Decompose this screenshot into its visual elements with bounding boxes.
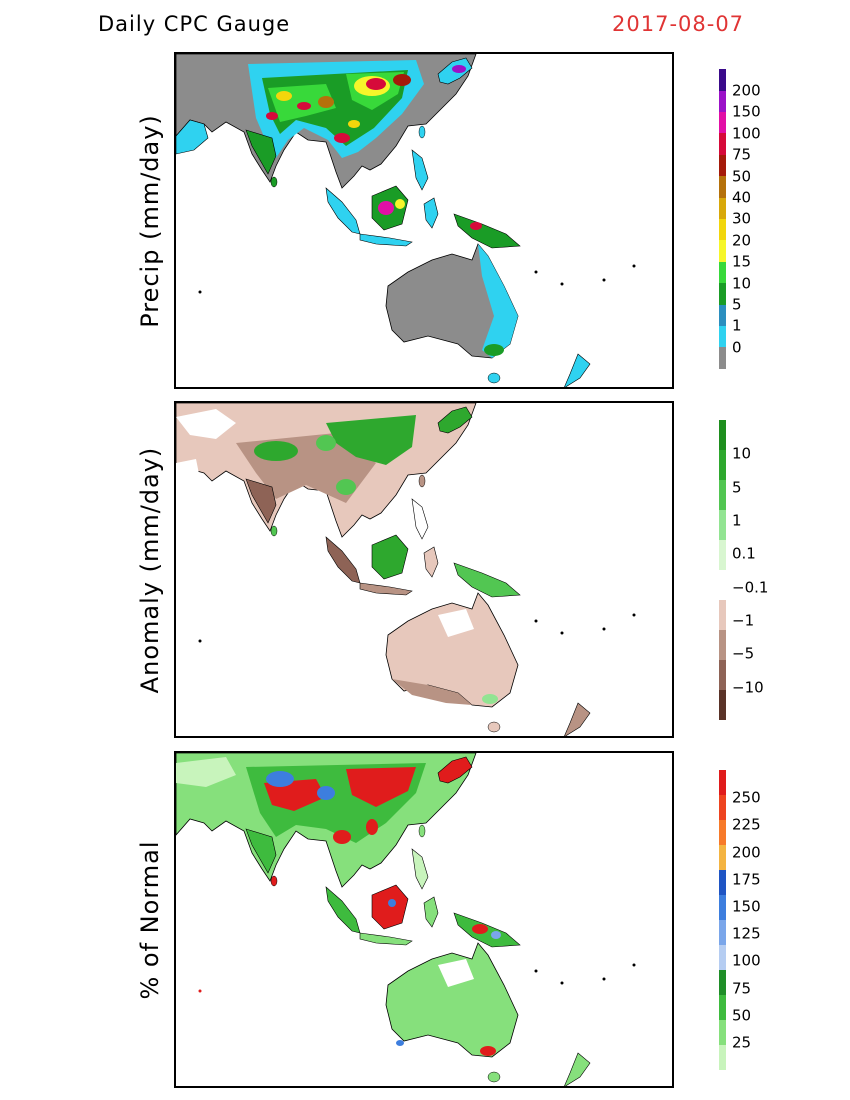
cbar-seg — [719, 420, 726, 450]
cbar-seg — [719, 570, 726, 600]
cbar-seg — [719, 176, 726, 198]
cbar-label: 200 — [732, 843, 761, 862]
cbar-label: 75 — [732, 979, 752, 998]
percent-normal-colorbar — [719, 770, 726, 1070]
cbar-seg — [719, 510, 726, 540]
cbar-seg — [719, 198, 726, 219]
cbar-seg — [719, 283, 726, 305]
cbar-label: 20 — [732, 231, 752, 250]
cbar-seg — [719, 112, 726, 133]
cbar-seg — [719, 600, 726, 630]
cbar-seg — [719, 795, 726, 820]
percent-normal-axis-label: % of Normal — [136, 840, 164, 1000]
cbar-seg — [719, 995, 726, 1020]
cbar-seg — [719, 91, 726, 112]
cbar-label: 225 — [732, 815, 761, 834]
cbar-seg — [719, 945, 726, 970]
cbar-seg — [719, 820, 726, 845]
precip-colorbar — [719, 69, 726, 369]
cbar-seg — [719, 480, 726, 510]
cbar-label: 250 — [732, 788, 761, 807]
cbar-seg — [719, 240, 726, 262]
cbar-seg — [719, 770, 726, 795]
cbar-label: 150 — [732, 102, 761, 121]
cbar-seg — [719, 450, 726, 480]
cbar-seg — [719, 219, 726, 240]
cbar-label: 125 — [732, 924, 761, 943]
cbar-label: 1 — [732, 511, 742, 530]
percent-normal-map — [174, 751, 674, 1088]
cbar-label: 100 — [732, 124, 761, 143]
cbar-seg — [719, 970, 726, 995]
cbar-label: 30 — [732, 209, 752, 228]
cbar-seg — [719, 347, 726, 369]
cbar-label: 50 — [732, 167, 752, 186]
cbar-label: 175 — [732, 870, 761, 889]
cbar-seg — [719, 660, 726, 690]
cbar-label: 15 — [732, 252, 752, 271]
cbar-label: 200 — [732, 81, 761, 100]
cbar-label: 5 — [732, 295, 742, 314]
figure-title: Daily CPC Gauge — [98, 12, 291, 36]
cbar-label: −1 — [732, 611, 755, 630]
cbar-label: −0.1 — [732, 578, 769, 597]
anomaly-axis-label: Anomaly (mm/day) — [136, 446, 164, 694]
cbar-seg — [719, 870, 726, 895]
cbar-label: 0 — [732, 338, 742, 357]
cbar-label: 1 — [732, 316, 742, 335]
precip-map — [174, 52, 674, 389]
cbar-label: 75 — [732, 145, 752, 164]
cbar-label: −10 — [732, 678, 764, 697]
anomaly-map — [174, 401, 674, 738]
anomaly-colorbar — [719, 420, 726, 720]
cbar-seg — [719, 262, 726, 283]
cbar-seg — [719, 1045, 726, 1070]
cbar-seg — [719, 540, 726, 570]
cbar-label: 25 — [732, 1033, 752, 1052]
cbar-label: 100 — [732, 951, 761, 970]
cbar-label: 10 — [732, 444, 752, 463]
cbar-label: 10 — [732, 274, 752, 293]
cbar-seg — [719, 920, 726, 945]
precip-axis-label: Precip (mm/day) — [136, 114, 164, 328]
cbar-seg — [719, 305, 726, 326]
cbar-seg — [719, 1020, 726, 1045]
cbar-seg — [719, 895, 726, 920]
cbar-seg — [719, 845, 726, 870]
cbar-seg — [719, 155, 726, 176]
cbar-seg — [719, 690, 726, 720]
cbar-seg — [719, 630, 726, 660]
cbar-label: 150 — [732, 897, 761, 916]
cbar-seg — [719, 133, 726, 155]
cbar-label: 40 — [732, 188, 752, 207]
cbar-label: 50 — [732, 1006, 752, 1025]
date-label: 2017-08-07 — [612, 12, 745, 36]
cbar-label: 0.1 — [732, 544, 756, 563]
cbar-seg — [719, 69, 726, 91]
cbar-seg — [719, 326, 726, 347]
cbar-label: 5 — [732, 478, 742, 497]
cbar-label: −5 — [732, 644, 755, 663]
